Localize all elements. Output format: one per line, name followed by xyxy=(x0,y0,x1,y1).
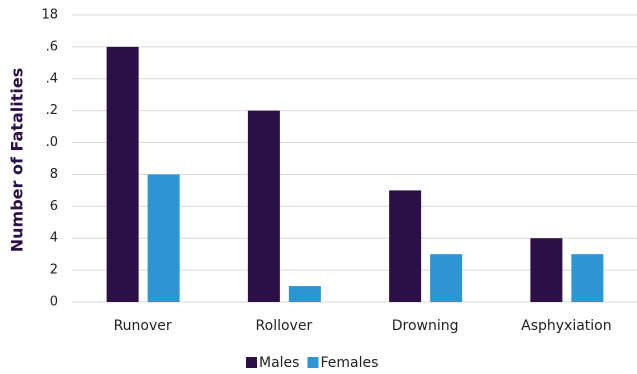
y-tick-label: .0 xyxy=(46,135,58,150)
x-tick-label: Rollover xyxy=(256,318,313,334)
bar xyxy=(571,254,604,302)
y-tick-label: 4 xyxy=(50,231,58,246)
bar xyxy=(147,174,180,302)
legend-label: Males xyxy=(259,355,299,371)
x-tick-label: Drowning xyxy=(392,318,459,334)
bar xyxy=(106,46,139,303)
legend-label: Females xyxy=(320,355,378,371)
y-tick-label: 18 xyxy=(41,8,58,23)
bar xyxy=(288,286,321,302)
y-tick-label: 8 xyxy=(50,167,58,182)
bar xyxy=(430,254,463,302)
bar xyxy=(389,190,422,302)
y-tick-label: .2 xyxy=(46,103,58,118)
y-tick-label: 2 xyxy=(50,263,58,278)
x-tick-label: Runover xyxy=(114,318,172,334)
y-axis-label: Number of Fatalities xyxy=(8,68,27,252)
legend-swatch xyxy=(246,357,257,368)
y-tick-label: 6 xyxy=(50,199,58,214)
y-tick-label: 0 xyxy=(50,295,58,310)
bar xyxy=(530,238,563,302)
y-tick-label: .6 xyxy=(46,39,58,54)
x-tick-label: Asphyxiation xyxy=(521,318,612,334)
y-tick-label: .4 xyxy=(46,71,58,86)
bar xyxy=(247,110,280,303)
legend-swatch xyxy=(307,357,319,368)
